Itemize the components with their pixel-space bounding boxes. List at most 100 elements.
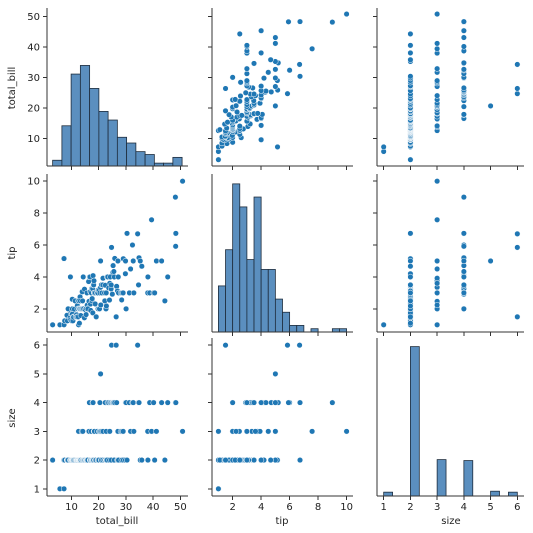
histogram-bar xyxy=(232,183,241,333)
scatter-point xyxy=(229,74,236,81)
scatter-point xyxy=(460,257,467,265)
scatter-point xyxy=(514,244,521,251)
scatter-point xyxy=(487,257,494,265)
histogram-bar xyxy=(383,491,393,497)
scatter-point xyxy=(296,61,303,68)
panel-tip-vs-tip xyxy=(211,174,353,336)
scatter-point xyxy=(258,83,265,90)
scatter-point xyxy=(284,90,291,97)
scatter-point xyxy=(309,428,316,435)
scatter-point xyxy=(434,275,441,282)
scatter-point xyxy=(216,126,223,133)
scatter-point xyxy=(151,457,158,464)
scatter-point xyxy=(296,457,304,464)
scatter-point xyxy=(164,273,171,280)
scatter-point xyxy=(113,342,120,349)
scatter-point xyxy=(129,241,136,249)
scatter-point xyxy=(272,102,279,109)
scatter-point xyxy=(250,90,258,98)
x-tick-label: 20 xyxy=(92,502,105,513)
scatter-point xyxy=(215,428,222,435)
histogram-bar xyxy=(79,65,91,167)
scatter-point xyxy=(434,45,441,52)
scatter-point xyxy=(407,42,414,49)
y-tick-label: 2 xyxy=(34,304,40,315)
scatter-point xyxy=(97,257,104,265)
scatter-point xyxy=(79,428,86,435)
x-tick-label: 3 xyxy=(434,502,440,513)
x-tick-label: 6 xyxy=(286,502,292,513)
histogram-bar xyxy=(463,460,474,497)
scatter-point xyxy=(237,79,244,86)
scatter-point xyxy=(243,42,250,49)
x-axis-label-size: size xyxy=(441,516,460,527)
scatter-point xyxy=(407,30,414,37)
scatter-point xyxy=(122,257,129,265)
scatter-point xyxy=(172,399,179,406)
scatter-point xyxy=(514,313,521,320)
scatter-point xyxy=(222,342,229,349)
scatter-point xyxy=(233,428,240,435)
scatter-point xyxy=(138,457,145,464)
scatter-point xyxy=(164,399,171,406)
scatter-point xyxy=(236,30,243,37)
x-axis-label-tip: tip xyxy=(275,516,288,527)
scatter-point xyxy=(243,428,250,435)
histogram-bar xyxy=(70,73,81,167)
scatter-point xyxy=(460,194,467,201)
scatter-point xyxy=(434,321,441,328)
scatter-point xyxy=(172,243,179,250)
scatter-point xyxy=(258,136,265,143)
scatter-point xyxy=(380,143,387,150)
scatter-point xyxy=(407,156,414,163)
scatter-point xyxy=(274,143,281,150)
scatter-point xyxy=(272,428,279,435)
histogram-bar xyxy=(253,196,262,333)
scatter-point xyxy=(407,49,414,56)
x-tick-label: 5 xyxy=(487,502,493,513)
scatter-point xyxy=(179,428,186,435)
scatter-point xyxy=(90,277,97,284)
histogram-bar xyxy=(135,151,146,167)
y-tick-label: 50 xyxy=(27,12,40,23)
x-tick-label: 1 xyxy=(380,502,386,513)
x-tick-label: 2 xyxy=(407,502,413,513)
x-tick-label: 2 xyxy=(229,502,235,513)
scatter-point xyxy=(434,11,441,18)
scatter-point xyxy=(93,313,100,320)
scatter-point xyxy=(407,73,414,80)
histogram-bar xyxy=(436,459,447,497)
scatter-point xyxy=(106,428,113,435)
scatter-point xyxy=(108,281,115,288)
scatter-point xyxy=(109,291,116,298)
scatter-point xyxy=(272,370,279,377)
scatter-point xyxy=(115,273,122,280)
scatter-point xyxy=(434,40,441,47)
scatter-point xyxy=(329,19,336,26)
scatter-point xyxy=(113,399,120,406)
scatter-point xyxy=(60,255,68,262)
scatter-point xyxy=(286,67,293,74)
scatter-point xyxy=(434,265,441,273)
scatter-point xyxy=(215,485,222,492)
scatter-point xyxy=(89,295,96,302)
scatter-point xyxy=(407,230,414,237)
scatter-point xyxy=(250,60,258,67)
scatter-point xyxy=(258,27,265,34)
scatter-point xyxy=(96,399,103,406)
scatter-point xyxy=(215,156,222,163)
scatter-point xyxy=(135,399,143,406)
histogram-bar xyxy=(98,111,109,167)
scatter-point xyxy=(267,457,274,464)
scatter-point xyxy=(236,123,243,130)
scatter-point xyxy=(226,111,233,118)
x-tick-label: 8 xyxy=(315,502,321,513)
scatter-point xyxy=(138,263,145,270)
scatter-point xyxy=(250,457,258,464)
scatter-point xyxy=(243,96,250,103)
scatter-point xyxy=(106,297,113,304)
scatter-point xyxy=(108,244,115,251)
scatter-point xyxy=(103,289,110,296)
